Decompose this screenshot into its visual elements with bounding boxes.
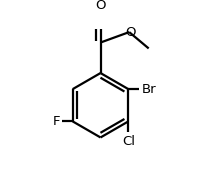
Text: Br: Br — [142, 83, 157, 96]
Text: O: O — [95, 0, 106, 12]
Text: Cl: Cl — [122, 135, 135, 148]
Text: O: O — [125, 27, 135, 40]
Text: F: F — [52, 115, 60, 128]
